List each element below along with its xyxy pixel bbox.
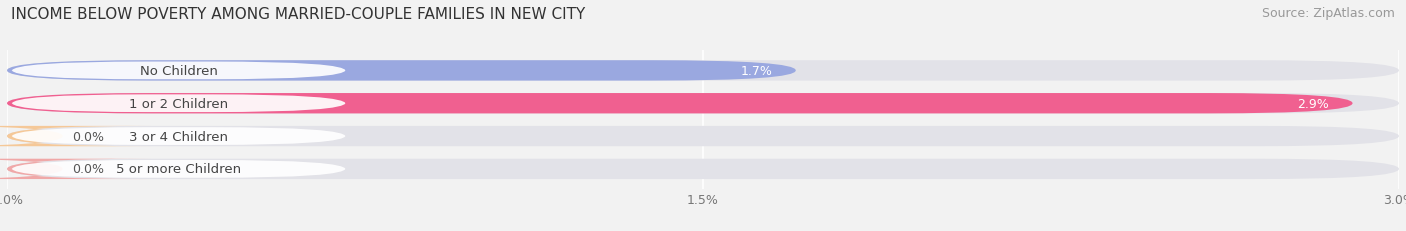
Text: 0.0%: 0.0% [72,130,104,143]
Text: 2.9%: 2.9% [1298,97,1330,110]
FancyBboxPatch shape [11,62,346,80]
FancyBboxPatch shape [11,128,346,145]
FancyBboxPatch shape [0,126,150,147]
FancyBboxPatch shape [7,94,1399,114]
FancyBboxPatch shape [0,159,150,179]
FancyBboxPatch shape [7,61,796,81]
Text: INCOME BELOW POVERTY AMONG MARRIED-COUPLE FAMILIES IN NEW CITY: INCOME BELOW POVERTY AMONG MARRIED-COUPL… [11,7,585,22]
Text: 5 or more Children: 5 or more Children [117,163,242,176]
FancyBboxPatch shape [7,159,1399,179]
FancyBboxPatch shape [7,126,1399,147]
Text: 3 or 4 Children: 3 or 4 Children [129,130,228,143]
Text: No Children: No Children [139,65,218,78]
Text: 1.7%: 1.7% [741,65,773,78]
Text: 1 or 2 Children: 1 or 2 Children [129,97,228,110]
FancyBboxPatch shape [7,94,1353,114]
Text: Source: ZipAtlas.com: Source: ZipAtlas.com [1261,7,1395,20]
Text: 0.0%: 0.0% [72,163,104,176]
FancyBboxPatch shape [11,95,346,112]
FancyBboxPatch shape [11,160,346,178]
FancyBboxPatch shape [7,61,1399,81]
